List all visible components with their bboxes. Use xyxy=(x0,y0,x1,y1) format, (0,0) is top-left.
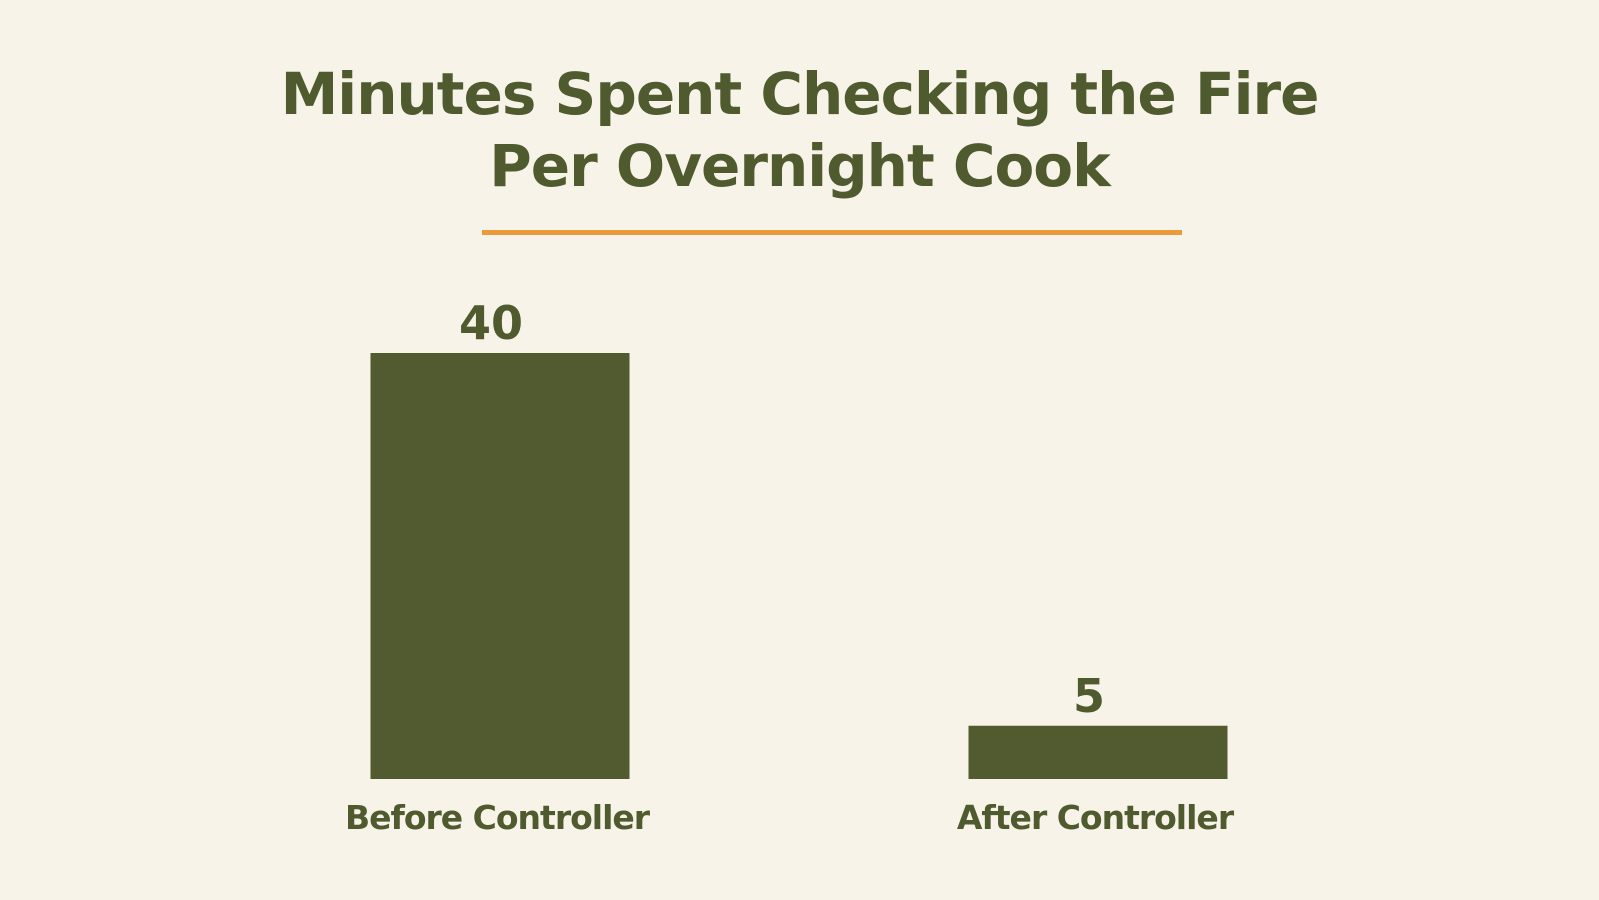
labels-layer: 40 Before Controller 5 After Controller xyxy=(345,296,1236,837)
category-label-before-controller: Before Controller xyxy=(345,798,651,837)
chart-title-line-1: Minutes Spent Checking the Fire xyxy=(280,60,1320,128)
bars-layer xyxy=(370,353,1228,779)
title-underline xyxy=(482,230,1182,235)
data-label-before-controller: 40 xyxy=(459,296,523,350)
bar-after-controller xyxy=(968,725,1228,779)
bar-before-controller xyxy=(370,353,630,779)
category-label-after-controller: After Controller xyxy=(957,798,1235,837)
data-label-after-controller: 5 xyxy=(1073,669,1105,723)
chart-title: Minutes Spent Checking the Fire Per Over… xyxy=(0,58,1599,202)
chart-title-line-2: Per Overnight Cook xyxy=(489,132,1110,200)
